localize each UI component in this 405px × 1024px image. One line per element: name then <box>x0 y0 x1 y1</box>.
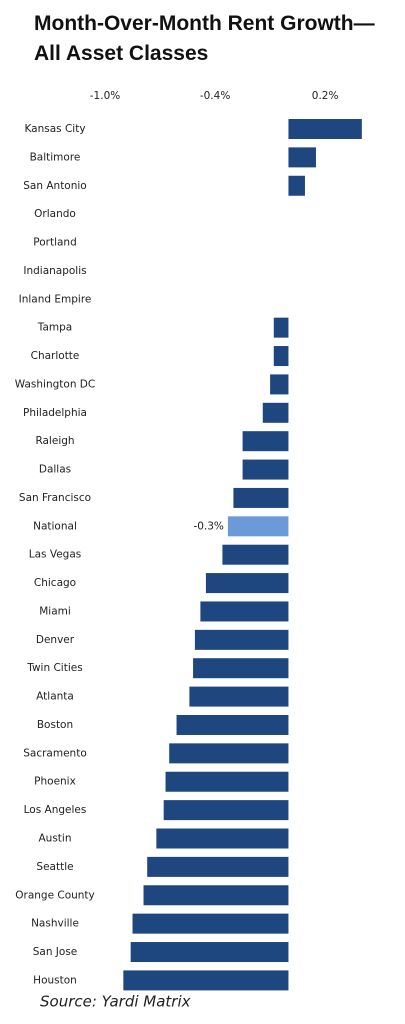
bar <box>194 629 289 650</box>
y-tick-label: Charlotte <box>31 350 80 362</box>
y-tick-label: Denver <box>36 634 75 646</box>
y-tick-label: Houston <box>33 974 77 986</box>
bar <box>163 800 289 821</box>
bar <box>130 942 289 963</box>
y-tick-label: Phoenix <box>34 776 76 788</box>
y-tick-label: Los Angeles <box>24 804 87 816</box>
y-tick-label: Washington DC <box>15 378 95 390</box>
y-tick-label: Miami <box>39 605 71 617</box>
bar <box>189 686 289 707</box>
source: Source: Yardi Matrix <box>40 993 191 1011</box>
x-tick-label: 0.2% <box>312 90 339 102</box>
bar <box>270 374 289 395</box>
bar <box>156 828 289 849</box>
bar <box>193 658 289 679</box>
y-tick-label: Philadelphia <box>23 407 87 419</box>
y-tick-label: Nashville <box>31 918 79 930</box>
bar <box>288 175 305 196</box>
bar <box>169 743 289 764</box>
y-tick-label: Orlando <box>34 208 76 220</box>
bar <box>288 147 316 168</box>
y-tick-label: San Antonio <box>23 180 86 192</box>
bar <box>242 459 289 480</box>
x-tick-label: -0.4% <box>200 90 230 102</box>
y-tick-label: Twin Cities <box>26 662 82 674</box>
bar <box>262 402 289 423</box>
y-tick-label: Baltimore <box>30 151 81 163</box>
bar <box>227 516 289 537</box>
x-tick-label: -1.0% <box>90 90 120 102</box>
y-tick-label: Raleigh <box>35 435 74 447</box>
bar <box>147 856 289 877</box>
y-tick-label: Kansas City <box>24 123 85 135</box>
bar <box>205 573 289 594</box>
y-tick-label: Boston <box>37 719 73 731</box>
bar <box>273 346 289 367</box>
y-tick-label: Inland Empire <box>19 293 92 305</box>
bar <box>273 317 289 338</box>
y-tick-label: Portland <box>33 237 77 249</box>
y-tick-label: Orange County <box>15 889 95 901</box>
y-tick-label: Chicago <box>34 577 76 589</box>
y-tick-label: Atlanta <box>36 691 74 703</box>
y-tick-label: Sacramento <box>23 747 87 759</box>
y-tick-label: Tampa <box>37 322 72 334</box>
chart-title: All Asset Classes <box>34 42 208 65</box>
bar <box>132 913 289 934</box>
y-tick-label: National <box>33 520 77 532</box>
bar <box>176 714 289 735</box>
bar <box>123 970 289 991</box>
y-tick-label: San Jose <box>33 946 78 958</box>
bar <box>233 487 289 508</box>
bar <box>143 885 289 906</box>
bar <box>200 601 289 622</box>
bar <box>288 119 362 139</box>
y-tick-label: Las Vegas <box>29 549 82 561</box>
bar <box>242 431 289 452</box>
bar <box>222 544 289 565</box>
chart-title: Month-Over-Month Rent Growth— <box>34 12 375 35</box>
y-tick-label: San Francisco <box>19 492 91 504</box>
y-tick-label: Seattle <box>36 861 73 873</box>
y-tick-label: Dallas <box>39 464 71 476</box>
y-tick-label: Austin <box>39 833 72 845</box>
y-tick-label: Indianapolis <box>23 265 86 277</box>
value-label: -0.3% <box>193 520 223 532</box>
bar <box>165 771 289 792</box>
